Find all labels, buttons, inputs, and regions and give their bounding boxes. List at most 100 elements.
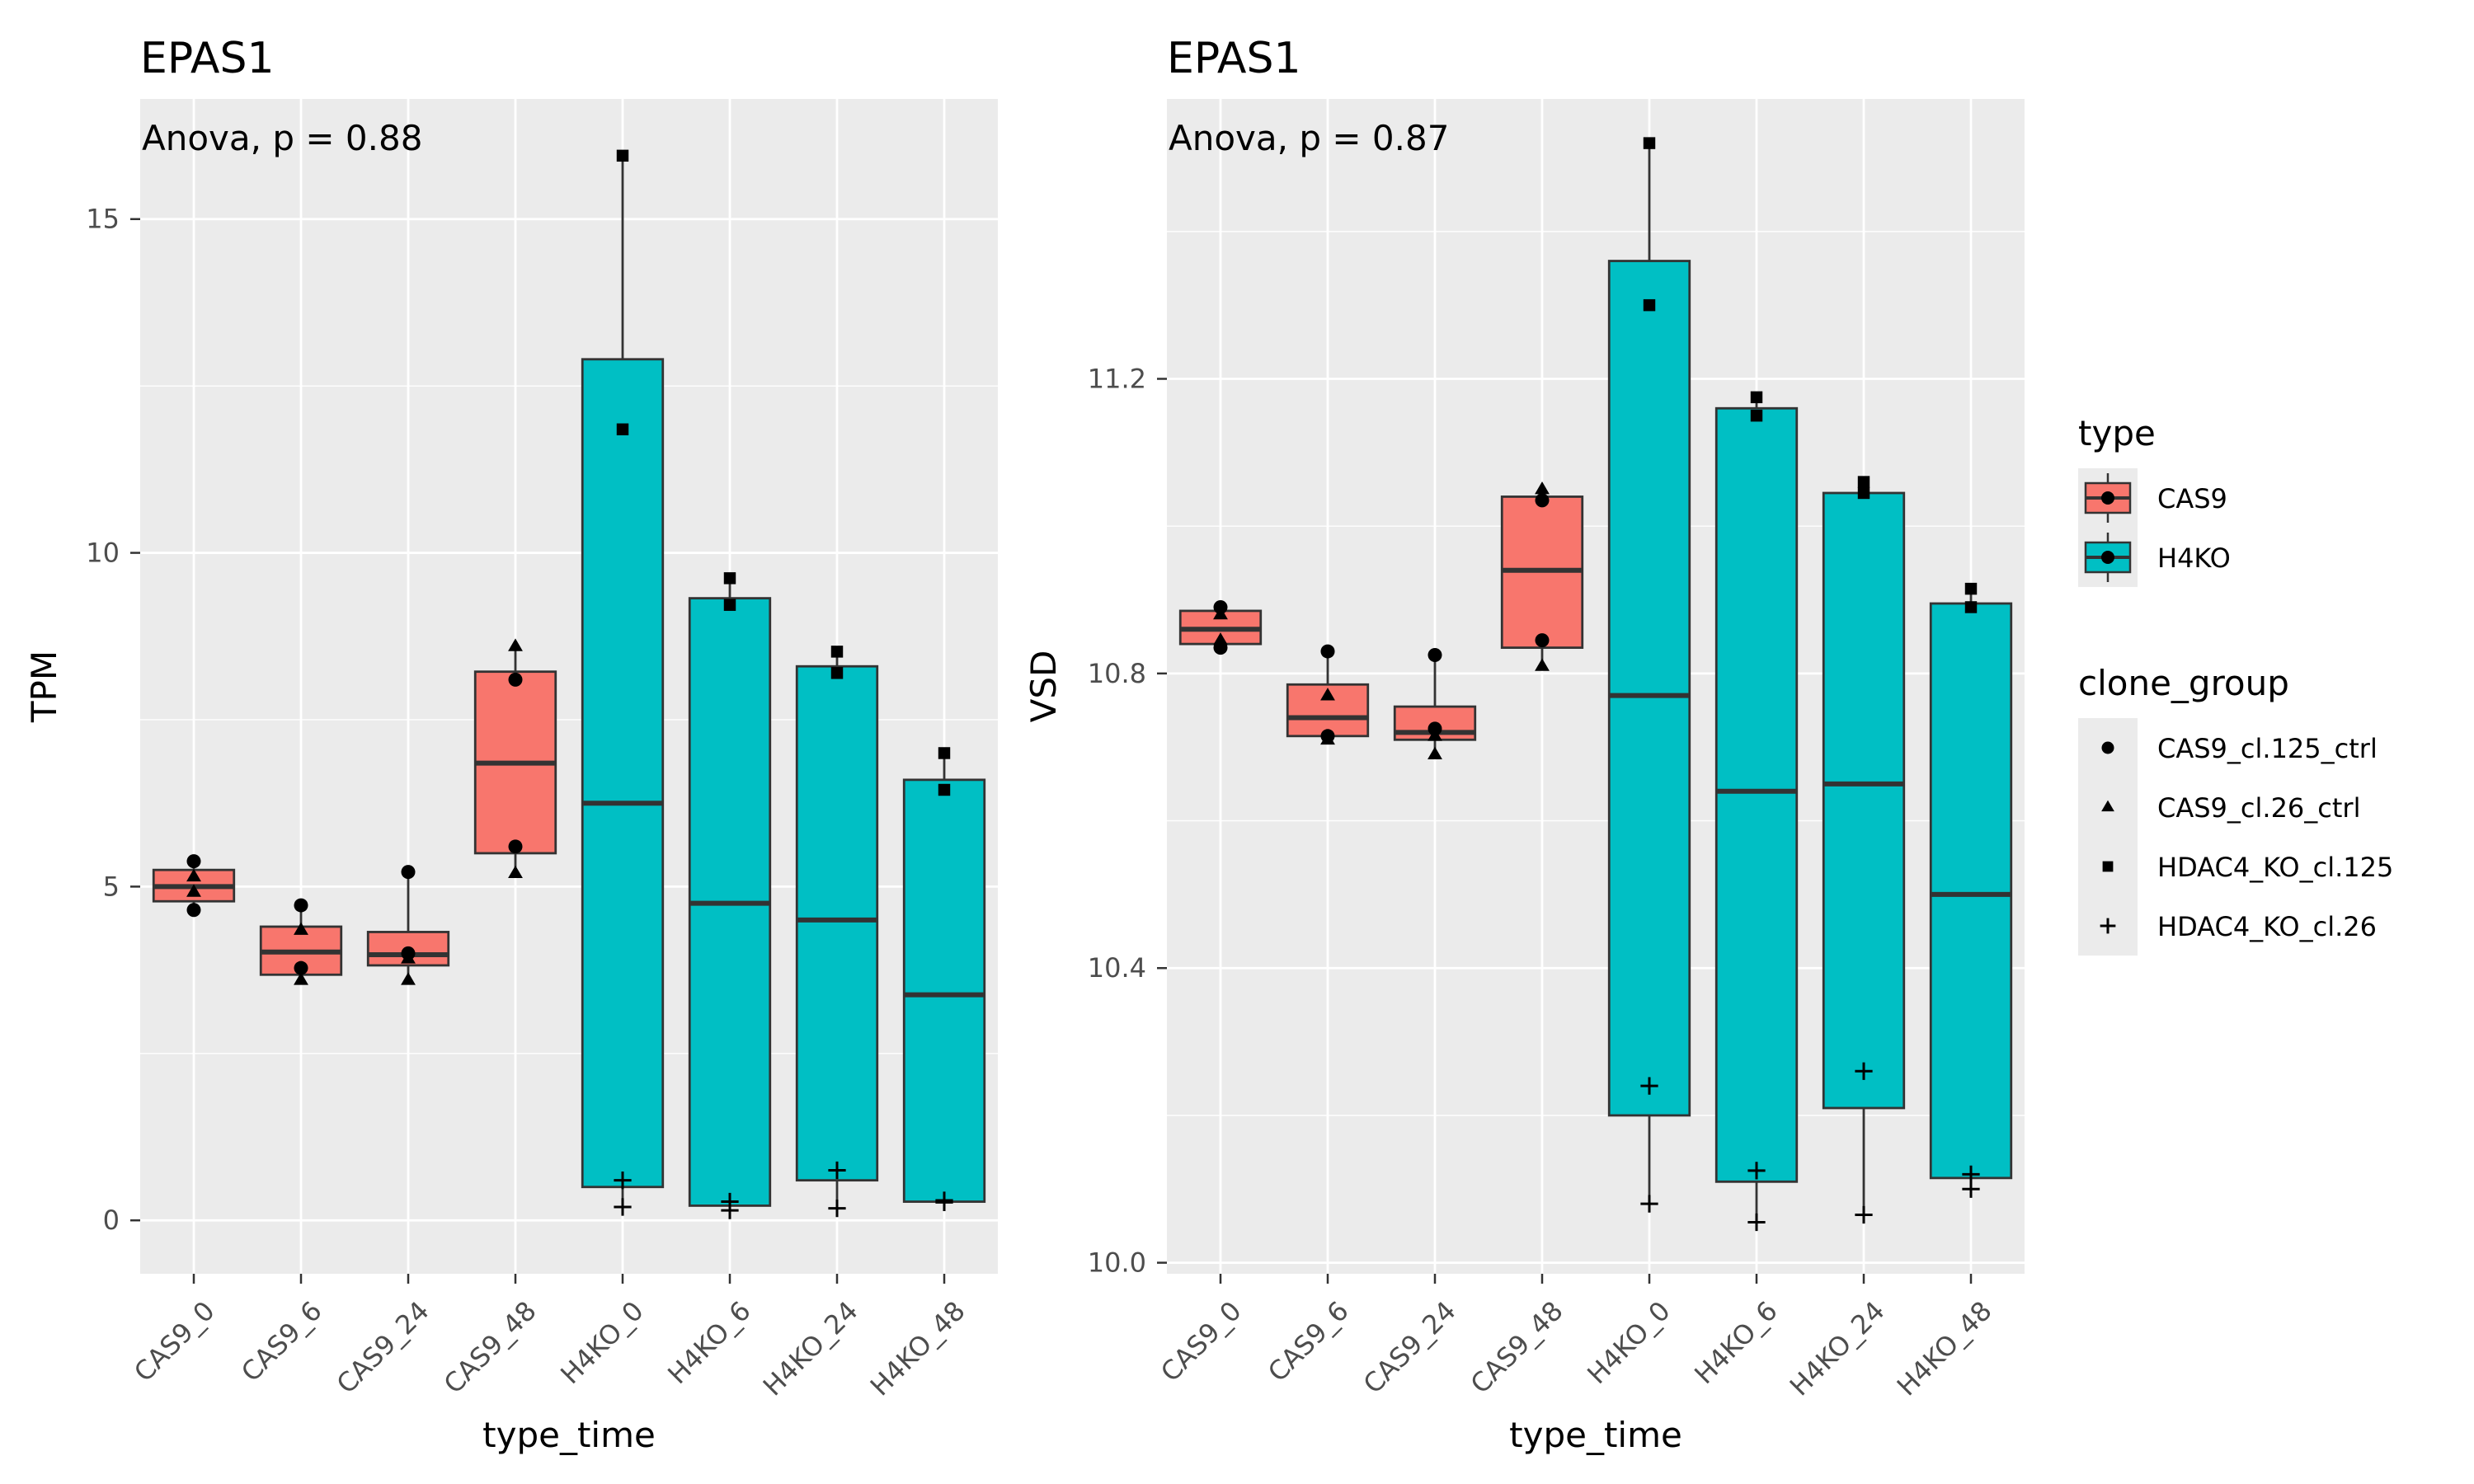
y-tick-label: 5 bbox=[103, 871, 120, 902]
data-point bbox=[401, 865, 416, 880]
box-body bbox=[795, 665, 879, 1182]
legend-key-point bbox=[2101, 491, 2114, 505]
legend-label: H4KO bbox=[2157, 542, 2231, 574]
legend-key-cas9 bbox=[2078, 468, 2138, 528]
legend-label: HDAC4_KO_cl.26 bbox=[2157, 911, 2377, 942]
data-point bbox=[294, 972, 308, 985]
legend-shape-square bbox=[2102, 861, 2114, 872]
box-body bbox=[1607, 260, 1691, 1117]
data-point bbox=[508, 865, 523, 879]
legend-title-type: type bbox=[2078, 413, 2156, 453]
data-point bbox=[1643, 298, 1656, 312]
data-point bbox=[1535, 481, 1550, 495]
data-point bbox=[938, 783, 951, 796]
data-point bbox=[723, 599, 736, 611]
chart-title: EPAS1 bbox=[140, 34, 275, 83]
data-point bbox=[294, 898, 308, 913]
data-point bbox=[1962, 1180, 1980, 1198]
legend-shape-plus bbox=[2100, 918, 2116, 934]
data-point bbox=[401, 951, 416, 964]
box-body bbox=[581, 358, 665, 1189]
y-tick-label: 10.8 bbox=[1088, 658, 1146, 689]
y-tick-label: 15 bbox=[86, 204, 120, 235]
data-point bbox=[1640, 1077, 1658, 1095]
legend-label: CAS9 bbox=[2157, 483, 2227, 514]
data-point bbox=[1964, 601, 1978, 613]
x-axis-label: type_time bbox=[482, 1415, 656, 1455]
box-CAS9_48 bbox=[473, 646, 557, 874]
data-point bbox=[1857, 476, 1870, 488]
box-H4KO_0 bbox=[1607, 143, 1691, 1205]
data-point bbox=[1964, 582, 1978, 595]
data-point bbox=[830, 646, 844, 658]
data-point bbox=[616, 423, 629, 436]
data-point bbox=[830, 667, 844, 679]
x-axis-label: type_time bbox=[1509, 1415, 1682, 1455]
box-body bbox=[1822, 491, 1906, 1110]
data-point bbox=[1535, 658, 1550, 671]
data-point bbox=[1320, 644, 1335, 659]
y-tick-label: 11.2 bbox=[1088, 363, 1146, 394]
data-point bbox=[1213, 606, 1228, 620]
data-point bbox=[723, 572, 736, 585]
legend-label: CAS9_cl.125_ctrl bbox=[2157, 733, 2378, 764]
data-point bbox=[616, 149, 629, 162]
legend-key-h4ko bbox=[2078, 528, 2138, 587]
y-tick-label: 10.0 bbox=[1088, 1247, 1146, 1279]
legend-title-clone-group: clone_group bbox=[2078, 663, 2289, 703]
data-point bbox=[508, 672, 523, 687]
box-H4KO_48 bbox=[902, 753, 986, 1203]
box-H4KO_6 bbox=[688, 578, 772, 1211]
chart-title: EPAS1 bbox=[1167, 34, 1301, 83]
box-body bbox=[1929, 602, 2013, 1180]
data-point bbox=[1962, 1165, 1980, 1184]
box-H4KO_48 bbox=[1929, 589, 2013, 1190]
anova-annotation: Anova, p = 0.87 bbox=[1169, 118, 1449, 158]
box-CAS9_48 bbox=[1500, 489, 1584, 666]
data-point bbox=[1320, 731, 1335, 745]
data-point bbox=[1747, 1213, 1766, 1232]
data-point bbox=[1535, 633, 1550, 648]
data-point bbox=[1427, 648, 1442, 663]
legend-key-point bbox=[2101, 551, 2114, 564]
data-point bbox=[1213, 632, 1228, 646]
legend-label: CAS9_cl.26_ctrl bbox=[2157, 792, 2360, 824]
box-body bbox=[1714, 406, 1799, 1183]
box-body bbox=[902, 778, 986, 1203]
data-point bbox=[614, 1198, 632, 1216]
y-tick-label: 0 bbox=[103, 1205, 120, 1236]
data-point bbox=[1427, 746, 1442, 759]
data-point bbox=[508, 839, 523, 854]
data-point bbox=[186, 903, 201, 918]
data-point bbox=[1750, 409, 1763, 422]
box-H4KO_6 bbox=[1714, 397, 1799, 1223]
data-point bbox=[1535, 493, 1550, 508]
box-H4KO_24 bbox=[795, 651, 879, 1209]
data-point bbox=[401, 972, 416, 985]
data-point bbox=[828, 1200, 846, 1218]
data-point bbox=[294, 922, 308, 935]
data-point bbox=[1750, 391, 1763, 404]
data-point bbox=[294, 960, 308, 975]
data-point bbox=[1427, 728, 1442, 741]
data-point bbox=[186, 884, 201, 897]
data-point bbox=[1747, 1162, 1766, 1180]
data-point bbox=[938, 747, 951, 759]
legend-shape-triangle bbox=[2101, 800, 2114, 812]
y-axis-label: VSD bbox=[1023, 650, 1064, 723]
legend-shape-circle bbox=[2101, 741, 2114, 754]
data-point bbox=[935, 1193, 953, 1211]
anova-annotation: Anova, p = 0.88 bbox=[142, 118, 422, 158]
y-axis-label: TPM bbox=[24, 650, 64, 723]
data-point bbox=[614, 1172, 632, 1190]
legend-label: HDAC4_KO_cl.125 bbox=[2157, 852, 2393, 883]
data-point bbox=[721, 1201, 739, 1219]
data-point bbox=[1857, 486, 1870, 500]
box-H4KO_24 bbox=[1822, 481, 1906, 1215]
data-point bbox=[1640, 1195, 1658, 1213]
data-point bbox=[1643, 137, 1656, 149]
